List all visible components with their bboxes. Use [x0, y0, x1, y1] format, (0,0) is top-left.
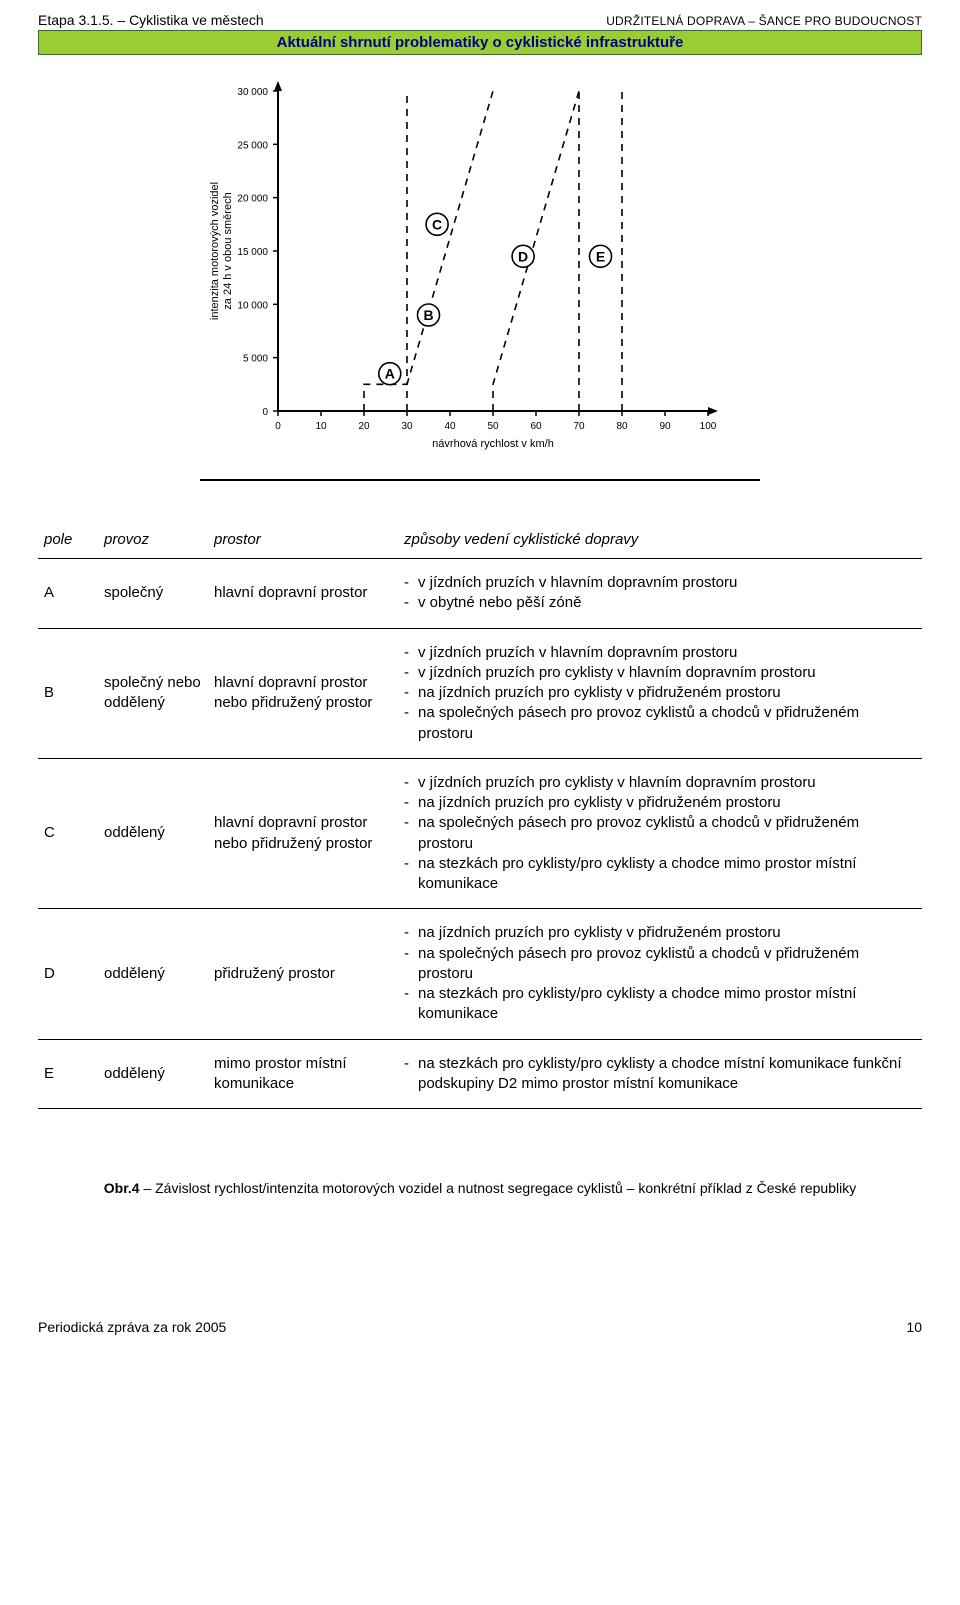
- svg-text:60: 60: [530, 421, 542, 432]
- th-pole: pole: [38, 521, 98, 559]
- region-table: pole provoz prostor způsoby vedení cykli…: [38, 521, 922, 1109]
- cell-ways: - na stezkách pro cyklisty/pro cyklisty …: [398, 1039, 922, 1109]
- svg-text:20 000: 20 000: [237, 194, 268, 205]
- svg-text:intenzita motorových vozidel: intenzita motorových vozidel: [209, 182, 221, 320]
- table-row: Doddělenýpřidružený prostor - na jízdních…: [38, 909, 922, 1039]
- way-item: - na stezkách pro cyklisty/pro cyklisty …: [404, 1054, 916, 1095]
- svg-text:D: D: [518, 248, 528, 264]
- cell-ways: - v jízdních pruzích v hlavním dopravním…: [398, 628, 922, 758]
- way-item: - v jízdních pruzích v hlavním dopravním…: [404, 643, 916, 663]
- svg-text:návrhová rychlost v km/h: návrhová rychlost v km/h: [432, 438, 554, 450]
- cell-ways: - na jízdních pruzích pro cyklisty v při…: [398, 909, 922, 1039]
- svg-text:0: 0: [275, 421, 281, 432]
- svg-text:40: 40: [444, 421, 456, 432]
- way-item: - na jízdních pruzích pro cyklisty v při…: [404, 793, 916, 813]
- cell-provoz: oddělený: [98, 758, 208, 909]
- footer-left: Periodická zpráva za rok 2005: [38, 1319, 226, 1335]
- cell-pole: A: [38, 559, 98, 629]
- svg-text:50: 50: [487, 421, 499, 432]
- cell-prostor: hlavní dopravní prostor nebo přidružený …: [208, 628, 398, 758]
- cell-prostor: přidružený prostor: [208, 909, 398, 1039]
- way-item: - na stezkách pro cyklisty/pro cyklisty …: [404, 854, 916, 895]
- svg-text:25 000: 25 000: [237, 140, 268, 151]
- svg-text:A: A: [385, 366, 395, 382]
- cell-ways: - v jízdních pruzích pro cyklisty v hlav…: [398, 758, 922, 909]
- svg-text:B: B: [423, 307, 433, 323]
- cell-pole: D: [38, 909, 98, 1039]
- svg-text:20: 20: [358, 421, 370, 432]
- svg-text:30 000: 30 000: [237, 87, 268, 98]
- th-prostor: prostor: [208, 521, 398, 559]
- table-head: pole provoz prostor způsoby vedení cykli…: [38, 521, 922, 559]
- header-left: Etapa 3.1.5. – Cyklistika ve městech: [38, 12, 264, 28]
- banner: Aktuální shrnutí problematiky o cyklisti…: [38, 30, 922, 55]
- cell-provoz: společný: [98, 559, 208, 629]
- way-item: - na stezkách pro cyklisty/pro cyklisty …: [404, 984, 916, 1025]
- th-provoz: provoz: [98, 521, 208, 559]
- svg-text:15 000: 15 000: [237, 247, 268, 258]
- footer-right: 10: [906, 1319, 922, 1335]
- cell-provoz: společný nebo oddělený: [98, 628, 208, 758]
- way-item: - na jízdních pruzích pro cyklisty v při…: [404, 923, 916, 943]
- chart-container: 0 5 000 10 000 15 000 20 000 25 000 30 000 0 10 2…: [200, 73, 760, 481]
- cell-prostor: hlavní dopravní prostor: [208, 559, 398, 629]
- svg-text:C: C: [432, 216, 442, 232]
- th-ways: způsoby vedení cyklistické dopravy: [398, 521, 922, 559]
- svg-text:90: 90: [659, 421, 671, 432]
- way-item: - v obytné nebo pěší zóně: [404, 593, 916, 613]
- cell-ways: - v jízdních pruzích v hlavním dopravním…: [398, 559, 922, 629]
- svg-text:5 000: 5 000: [243, 354, 268, 365]
- table-body: Aspolečnýhlavní dopravní prostor - v jízd…: [38, 559, 922, 1109]
- page-header: Etapa 3.1.5. – Cyklistika ve městech UDR…: [38, 12, 922, 28]
- svg-text:100: 100: [700, 421, 717, 432]
- header-right: UDRŽITELNÁ DOPRAVA – ŠANCE PRO BUDOUCNOS…: [606, 14, 922, 28]
- speed-intensity-chart: 0 5 000 10 000 15 000 20 000 25 000 30 000 0 10 2…: [200, 73, 760, 473]
- way-item: - v jízdních pruzích v hlavním dopravním…: [404, 573, 916, 593]
- cell-pole: E: [38, 1039, 98, 1109]
- svg-text:0: 0: [262, 407, 268, 418]
- svg-text:10: 10: [315, 421, 327, 432]
- table-row: Eoddělenýmimo prostor místní komunikace-…: [38, 1039, 922, 1109]
- table-row: Aspolečnýhlavní dopravní prostor - v jízd…: [38, 559, 922, 629]
- way-item: - na společných pásech pro provoz cyklis…: [404, 703, 916, 744]
- table-row: Bspolečný nebo oddělenýhlavní dopravní p…: [38, 628, 922, 758]
- table-row: Coddělenýhlavní dopravní prostor nebo př…: [38, 758, 922, 909]
- svg-text:E: E: [596, 248, 605, 264]
- caption-label: Obr.4: [104, 1180, 140, 1196]
- cell-provoz: oddělený: [98, 909, 208, 1039]
- page-footer: Periodická zpráva za rok 2005 10: [38, 1319, 922, 1335]
- svg-text:70: 70: [573, 421, 585, 432]
- svg-text:30: 30: [401, 421, 413, 432]
- cell-provoz: oddělený: [98, 1039, 208, 1109]
- figure-caption: Obr.4 – Závislost rychlost/intenzita mot…: [38, 1179, 922, 1199]
- way-item: - v jízdních pruzích pro cyklisty v hlav…: [404, 773, 916, 793]
- way-item: - na společných pásech pro provoz cyklis…: [404, 944, 916, 985]
- cell-pole: C: [38, 758, 98, 909]
- svg-text:10 000: 10 000: [237, 300, 268, 311]
- cell-prostor: mimo prostor místní komunikace: [208, 1039, 398, 1109]
- cell-prostor: hlavní dopravní prostor nebo přidružený …: [208, 758, 398, 909]
- cell-pole: B: [38, 628, 98, 758]
- caption-text: – Závislost rychlost/intenzita motorovýc…: [140, 1180, 857, 1196]
- way-item: - v jízdních pruzích pro cyklisty v hlav…: [404, 663, 916, 683]
- svg-text:za 24 h v obou směrech: za 24 h v obou směrech: [222, 192, 234, 309]
- svg-text:80: 80: [616, 421, 628, 432]
- way-item: - na jízdních pruzích pro cyklisty v při…: [404, 683, 916, 703]
- way-item: - na společných pásech pro provoz cyklis…: [404, 813, 916, 854]
